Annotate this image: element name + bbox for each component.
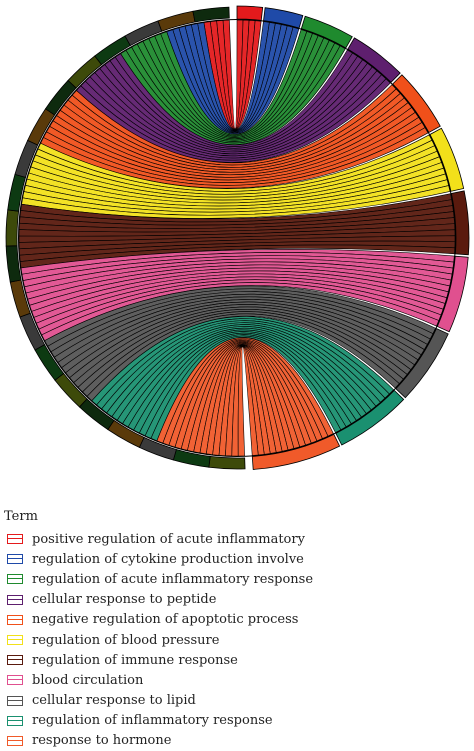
legend-label: response to hormone	[32, 733, 172, 749]
legend-item: regulation of immune response	[4, 650, 470, 670]
legend-label: regulation of immune response	[32, 652, 238, 668]
legend-label: positive regulation of acute inflammator…	[32, 531, 305, 547]
legend-label: blood circulation	[32, 672, 144, 688]
legend-item: regulation of blood pressure	[4, 630, 470, 650]
legend-label: regulation of blood pressure	[32, 632, 220, 648]
legend-item: negative regulation of apoptotic process	[4, 610, 470, 630]
legend-swatch	[7, 715, 23, 726]
legend-swatch	[7, 655, 23, 666]
gene-segment	[208, 455, 246, 470]
legend-label: regulation of acute inflammatory respons…	[32, 571, 314, 587]
legend-item: cellular response to peptide	[4, 590, 470, 610]
legend-swatch	[7, 675, 23, 686]
legend-label: cellular response to peptide	[32, 592, 217, 608]
chord-ribbon	[237, 346, 259, 457]
legend-swatch	[7, 614, 23, 625]
ribbons	[18, 19, 456, 457]
legend-item: positive regulation of acute inflammator…	[4, 529, 470, 549]
legend-swatch	[7, 574, 23, 585]
term-segment	[236, 5, 264, 21]
ring-border	[18, 19, 456, 457]
legend-items: positive regulation of acute inflammator…	[4, 529, 470, 751]
legend-swatch	[7, 635, 23, 646]
legend-item: regulation of acute inflammatory respons…	[4, 569, 470, 589]
legend: Term positive regulation of acute inflam…	[4, 508, 470, 751]
legend-item: cellular response to lipid	[4, 691, 470, 711]
legend-item: blood circulation	[4, 670, 470, 690]
legend-item: response to hormone	[4, 731, 470, 751]
legend-swatch	[7, 554, 23, 565]
legend-item: regulation of inflammatory response	[4, 711, 470, 731]
legend-swatch	[7, 594, 23, 605]
legend-title: Term	[4, 509, 38, 524]
legend-label: regulation of cytokine production involv…	[32, 551, 304, 567]
legend-label: regulation of inflammatory response	[32, 713, 273, 729]
legend-swatch	[7, 695, 23, 706]
gene-segments	[5, 6, 246, 470]
legend-swatch	[7, 534, 23, 545]
legend-label: cellular response to lipid	[32, 693, 196, 709]
gene-segment	[5, 209, 20, 247]
chord-diagram	[5, 5, 470, 470]
legend-label: negative regulation of apoptotic process	[32, 612, 299, 628]
term-segments	[18, 5, 470, 470]
legend-item: regulation of cytokine production involv…	[4, 549, 470, 569]
legend-swatch	[7, 735, 23, 746]
gene-segment	[192, 6, 230, 23]
